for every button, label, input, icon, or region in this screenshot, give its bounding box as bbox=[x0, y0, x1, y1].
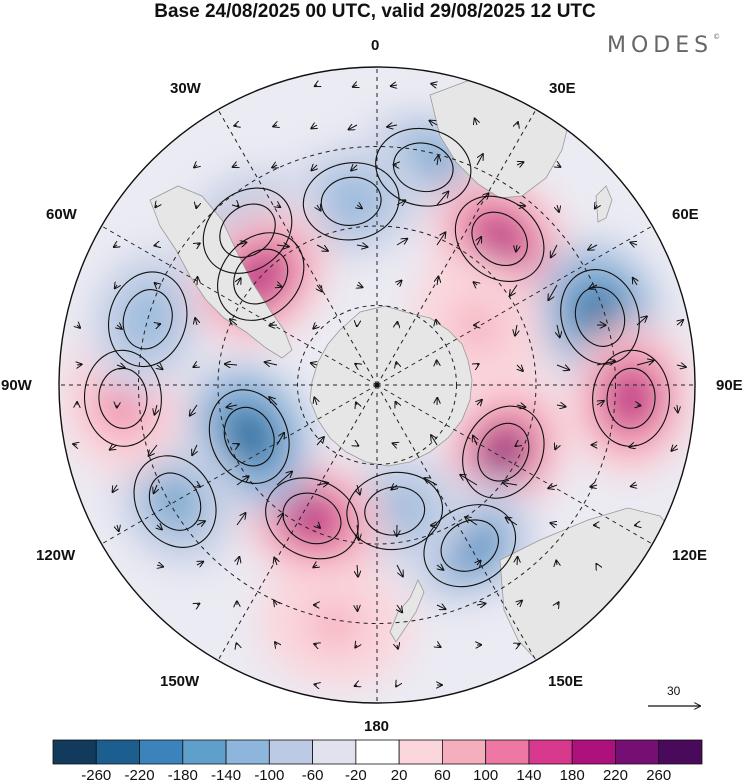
colorbar-tick-label: 20 bbox=[391, 767, 408, 784]
colorbar-swatch bbox=[313, 740, 356, 764]
colorbar-swatch bbox=[269, 740, 312, 764]
colorbar-swatch bbox=[183, 740, 226, 764]
colorbar-swatch bbox=[486, 740, 529, 764]
colorbar-swatch bbox=[442, 740, 485, 764]
colorbar-swatch bbox=[140, 740, 183, 764]
colorbar-swatch bbox=[615, 740, 658, 764]
lon-label-60e: 60E bbox=[672, 206, 699, 223]
colorbar-tick-label: 260 bbox=[646, 767, 671, 784]
lon-label-150e: 150E bbox=[548, 673, 583, 690]
colorbar-swatch bbox=[659, 740, 702, 764]
colorbar-swatch bbox=[529, 740, 572, 764]
colorbar-tick-label: -60 bbox=[302, 767, 324, 784]
wind-vector bbox=[236, 643, 237, 645]
lon-label-180: 180 bbox=[364, 718, 389, 735]
lon-label-0: 0 bbox=[371, 37, 379, 54]
colorbar-tick-label: 180 bbox=[560, 767, 585, 784]
colorbar-tick-label: 140 bbox=[516, 767, 541, 784]
lon-label-30e: 30E bbox=[549, 80, 576, 97]
lon-label-120w: 120W bbox=[36, 547, 75, 564]
reference-vector-label: 30 bbox=[667, 684, 680, 698]
colorbar-swatch bbox=[53, 740, 96, 764]
colorbar-swatch bbox=[356, 740, 399, 764]
colorbar-tick-label: -180 bbox=[168, 767, 198, 784]
colorbar-tick-label: -140 bbox=[211, 767, 241, 784]
colorbar-tick-label: -20 bbox=[345, 767, 367, 784]
lon-label-60w: 60W bbox=[46, 206, 77, 223]
wind-vector bbox=[314, 684, 317, 685]
colorbar-tick-label: 220 bbox=[603, 767, 628, 784]
colorbar-swatch bbox=[96, 740, 139, 764]
colorbar-swatch bbox=[399, 740, 442, 764]
lon-label-30w: 30W bbox=[170, 80, 201, 97]
lon-label-120e: 120E bbox=[672, 547, 707, 564]
lon-label-150w: 150W bbox=[160, 673, 199, 690]
colorbar-tick-label: 60 bbox=[434, 767, 451, 784]
colorbar bbox=[53, 740, 702, 764]
colorbar-tick-label: -220 bbox=[125, 767, 155, 784]
wind-vector bbox=[154, 245, 157, 246]
lon-label-90e: 90E bbox=[716, 377, 743, 394]
lon-label-90w: 90W bbox=[1, 377, 32, 394]
wind-vector bbox=[196, 205, 197, 208]
wind-vector bbox=[556, 561, 557, 565]
wind-vector bbox=[517, 557, 518, 565]
wind-vector bbox=[596, 564, 597, 565]
wind-vector bbox=[77, 364, 82, 365]
south-pole-marker bbox=[375, 383, 380, 388]
wind-vector bbox=[357, 445, 358, 446]
colorbar-tick-label: -260 bbox=[81, 767, 111, 784]
colorbar-swatch bbox=[572, 740, 615, 764]
colorbar-tick-label: 100 bbox=[473, 767, 498, 784]
colorbar-swatch bbox=[226, 740, 269, 764]
colorbar-tick-label: -100 bbox=[254, 767, 284, 784]
